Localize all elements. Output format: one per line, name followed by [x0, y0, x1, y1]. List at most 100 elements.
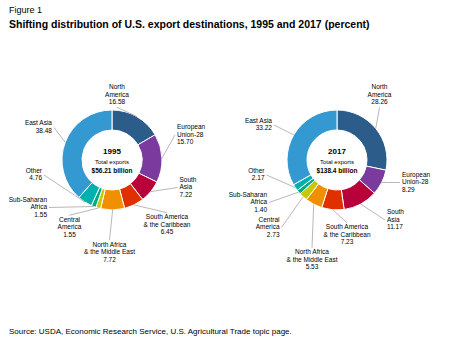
slice-label: NorthAmerica — [368, 83, 392, 98]
slice-label-line: South America — [326, 223, 369, 230]
data-label: 7.22 — [180, 191, 193, 198]
slice-label: Other — [248, 167, 265, 174]
data-label: 8.29 — [402, 186, 415, 193]
data-label: 38.48 — [36, 127, 53, 134]
data-label: 16.58 — [109, 98, 126, 105]
donut-chart: 1995Total exports$56.21 billionNorthAmer… — [9, 83, 206, 263]
slice-label-line: & the Caribbean — [144, 221, 191, 228]
slice-label-line: America — [58, 223, 82, 230]
donut-chart: 2017Total exports$138.4 billionNorthAmer… — [229, 83, 431, 270]
slice-label-line: North — [109, 83, 125, 90]
data-label: 1.40 — [254, 206, 267, 213]
slice-label-line: Africa — [250, 198, 267, 205]
leader-line — [110, 210, 113, 240]
leader-line — [151, 188, 178, 192]
slice-label: EuropeanUnion-28 — [177, 123, 206, 138]
slice-label: East Asia — [25, 119, 52, 126]
slice-label-line: & the Middle East — [84, 248, 135, 255]
slices — [62, 110, 162, 210]
leader-line — [117, 107, 137, 116]
data-label: 5.53 — [306, 263, 319, 270]
leader-line — [44, 175, 85, 202]
slice-label-line: Sub-Saharan — [229, 191, 268, 198]
leader-line — [376, 107, 380, 128]
data-label: 2.17 — [252, 174, 265, 181]
data-label: 7.23 — [341, 238, 354, 245]
slice-label-line: Union-28 — [402, 178, 429, 185]
slice-label-line: South — [180, 176, 197, 183]
slice-label-line: & the Middle East — [287, 256, 338, 263]
leader-line — [269, 192, 299, 202]
leader-line — [361, 204, 385, 220]
slice-label: SouthAsia — [387, 208, 404, 223]
slice-label-line: South — [387, 208, 404, 215]
leader-line — [162, 135, 175, 158]
leader-line — [274, 125, 294, 135]
slice-label: CentralAmerica — [58, 216, 82, 231]
leader-line — [54, 128, 65, 143]
data-label: 6.45 — [161, 228, 174, 235]
slice-label-line: America — [105, 91, 129, 98]
slice-label-line: Asia — [180, 183, 193, 190]
slice-label-line: North — [372, 83, 388, 90]
slice-label: South America& the Caribbean — [144, 213, 191, 228]
center-text: Total exports — [95, 159, 129, 165]
data-label: 33.22 — [256, 124, 273, 131]
data-label: 2.73 — [267, 231, 280, 238]
leader-line — [70, 208, 99, 215]
title: Shifting distribution of U.S. export des… — [9, 18, 370, 30]
labels: NorthAmerica28.26EuropeanUnion-288.29Sou… — [229, 83, 431, 270]
data-label: 15.70 — [177, 138, 194, 145]
source: Source: USDA, Economic Research Service,… — [9, 327, 292, 336]
slice-label-line: South America — [146, 213, 189, 220]
slice-label-line: & the Caribbean — [324, 231, 371, 238]
slice-label: NorthAmerica — [105, 83, 129, 98]
slice-label-line: America — [368, 91, 392, 98]
slice-label-line: Africa — [30, 203, 47, 210]
slice-label-line: East Asia — [245, 117, 272, 124]
chart: Figure 1 Shifting distribution of U.S. ex… — [0, 0, 450, 342]
center-text: $138.4 billion — [317, 167, 358, 175]
data-label: 28.26 — [371, 98, 388, 105]
leader-line — [267, 175, 296, 188]
slice-label-line: America — [256, 223, 280, 230]
slice-label-line: Other — [26, 167, 43, 174]
data-label: 1.55 — [34, 211, 47, 218]
labels: NorthAmerica16.58EuropeanUnion-2815.70So… — [9, 83, 206, 263]
slice-label-line: East Asia — [25, 119, 52, 126]
leader-line — [312, 204, 314, 248]
slice-label: North Africa& the Middle East — [287, 248, 338, 263]
leader-line — [333, 210, 347, 223]
slice-label: CentralAmerica — [256, 216, 280, 231]
slice-label: EuropeanUnion-28 — [402, 171, 431, 186]
slice-label-line: Central — [59, 216, 81, 223]
slices — [287, 110, 387, 210]
center-text: $56.21 billion — [92, 167, 133, 175]
slice-label: Sub-SaharanAfrica — [9, 196, 48, 211]
slice-label-line: Central — [259, 216, 281, 223]
slice-label-line: Sub-Saharan — [9, 196, 48, 203]
slice-label-line: North Africa — [295, 248, 329, 255]
center-title: 2017 — [328, 147, 346, 156]
leader-line — [134, 205, 167, 213]
center-title: 1995 — [103, 147, 121, 156]
slice-label: Other — [26, 167, 43, 174]
slice-label-line: Asia — [387, 216, 400, 223]
data-label: 1.55 — [63, 231, 76, 238]
data-label: 7.72 — [103, 256, 116, 263]
slice-label-line: Union-28 — [177, 131, 204, 138]
center-text: Total exports — [320, 159, 354, 165]
leader-line — [49, 206, 94, 208]
data-label: 11.17 — [387, 223, 403, 230]
slice-label-line: Other — [248, 167, 265, 174]
leader-line — [382, 182, 400, 183]
leader-line — [282, 197, 304, 228]
slice-label-line: North Africa — [93, 241, 127, 248]
figure-label: Figure 1 — [9, 5, 42, 15]
data-label: 4.76 — [29, 174, 42, 181]
slice — [341, 180, 374, 210]
slice-label: East Asia — [245, 117, 272, 124]
slice-label: South America& the Caribbean — [324, 223, 371, 238]
slice-label: Sub-SaharanAfrica — [229, 191, 268, 206]
slice-label: North Africa& the Middle East — [84, 241, 135, 256]
